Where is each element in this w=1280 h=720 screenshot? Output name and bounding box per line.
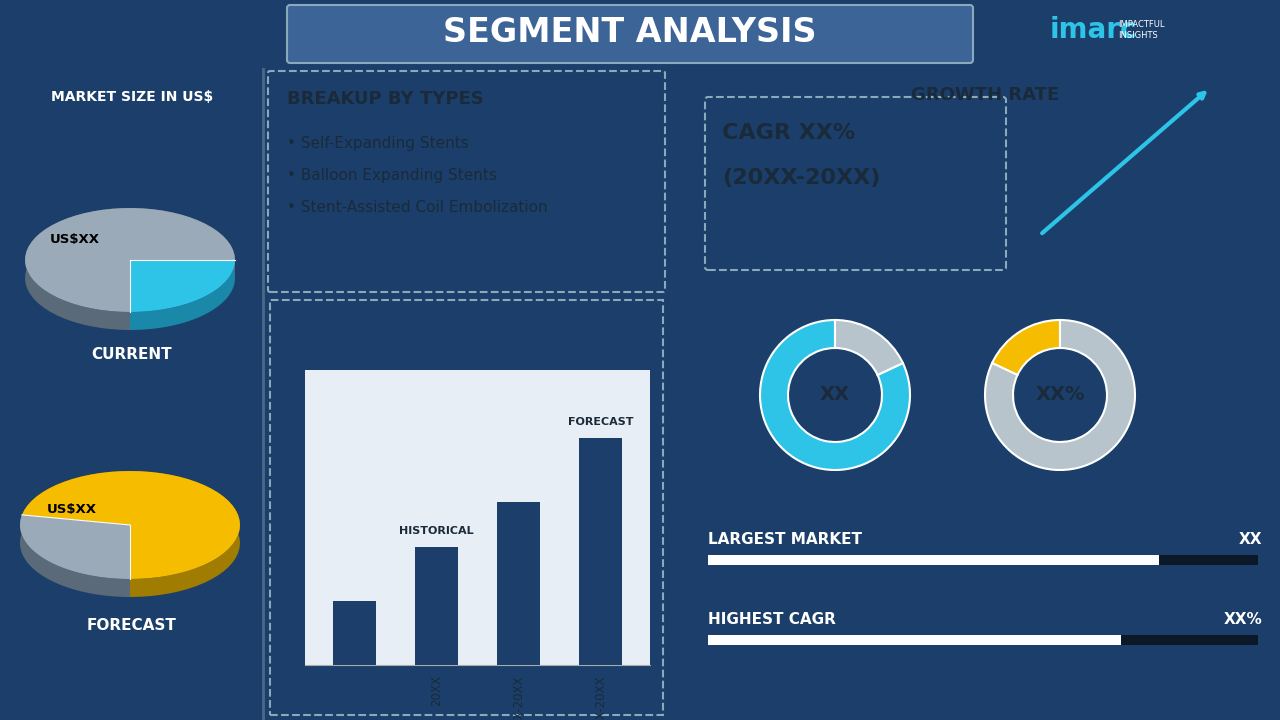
Polygon shape — [131, 260, 236, 330]
Text: XX: XX — [1239, 533, 1262, 547]
Polygon shape — [22, 471, 239, 579]
FancyBboxPatch shape — [685, 490, 1280, 720]
Polygon shape — [26, 208, 236, 330]
Text: LARGEST MARKET: LARGEST MARKET — [708, 533, 861, 547]
Polygon shape — [20, 515, 131, 597]
Bar — [1130, 132, 1148, 267]
Bar — [1158, 555, 1258, 565]
Text: US$XX: US$XX — [50, 233, 100, 246]
Text: GROWTH RATE: GROWTH RATE — [911, 86, 1059, 104]
Text: FORECAST: FORECAST — [568, 417, 634, 427]
Polygon shape — [26, 208, 236, 312]
Text: MARKET SIZE IN US$: MARKET SIZE IN US$ — [51, 90, 214, 104]
Text: US$XX: US$XX — [47, 503, 97, 516]
FancyBboxPatch shape — [287, 5, 973, 63]
Text: BREAKUP BY TYPES: BREAKUP BY TYPES — [287, 90, 484, 108]
Text: XX%: XX% — [1224, 613, 1262, 628]
Text: HIGHEST CAGR: HIGHEST CAGR — [708, 613, 836, 628]
Text: IMPACTFUL
INSIGHTS: IMPACTFUL INSIGHTS — [1117, 19, 1165, 40]
Text: XX: XX — [820, 385, 850, 405]
Wedge shape — [992, 320, 1060, 375]
Wedge shape — [760, 320, 910, 470]
Text: CURRENT: CURRENT — [92, 347, 173, 362]
Bar — [708, 555, 1158, 565]
Polygon shape — [20, 515, 131, 579]
Bar — [1120, 635, 1258, 645]
Wedge shape — [986, 320, 1135, 470]
Text: CAGR XX%: CAGR XX% — [722, 123, 855, 143]
Bar — [1105, 162, 1123, 267]
Bar — [1080, 189, 1098, 267]
Text: (20XX-20XX): (20XX-20XX) — [722, 168, 881, 188]
Text: • Stent-Assisted Coil Embolization: • Stent-Assisted Coil Embolization — [287, 200, 548, 215]
Text: SEGMENT ANALYSIS: SEGMENT ANALYSIS — [443, 17, 817, 50]
Text: HISTORICAL: HISTORICAL — [399, 526, 474, 536]
Bar — [333, 601, 375, 665]
Polygon shape — [22, 471, 239, 597]
Text: imarc: imarc — [1050, 16, 1138, 44]
Bar — [580, 438, 622, 665]
Bar — [497, 502, 540, 665]
Bar — [1055, 212, 1073, 267]
Polygon shape — [131, 260, 236, 312]
Text: XX%: XX% — [1036, 385, 1084, 405]
Text: • Balloon Expanding Stents: • Balloon Expanding Stents — [287, 168, 497, 183]
Bar — [1030, 232, 1048, 267]
Wedge shape — [835, 320, 902, 375]
Bar — [415, 547, 458, 665]
Bar — [708, 635, 1120, 645]
Text: • Self-Expanding Stents: • Self-Expanding Stents — [287, 136, 468, 151]
Text: FORECAST: FORECAST — [87, 618, 177, 633]
